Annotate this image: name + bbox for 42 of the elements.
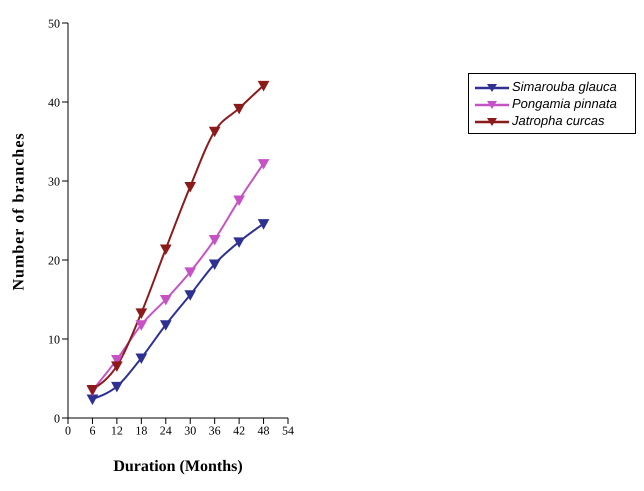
point	[209, 234, 220, 245]
x-tick-label: 36	[208, 424, 221, 438]
point	[258, 80, 270, 91]
y-tick-label: 50	[48, 16, 60, 30]
point	[258, 219, 270, 230]
x-axis-title: Duration (Months)	[113, 458, 243, 475]
point	[258, 159, 270, 170]
point	[234, 104, 245, 114]
x-tick-label: 6	[89, 424, 96, 438]
point	[209, 259, 220, 270]
point	[136, 308, 147, 318]
legend-label: Simarouba glauca	[511, 78, 618, 95]
point	[160, 295, 172, 305]
point	[234, 195, 245, 206]
point	[209, 126, 220, 137]
y-tick-label: 10	[48, 332, 60, 346]
point	[160, 320, 172, 330]
x-tick-label: 12	[110, 424, 123, 438]
y-tick-label: 0	[54, 411, 60, 426]
x-tick-label: 48	[258, 424, 270, 438]
point	[184, 182, 196, 192]
point	[136, 320, 147, 330]
x-tick-label: 42	[233, 424, 246, 438]
legend-label: Pongamia pinnata	[511, 95, 618, 112]
x-tick-label: 24	[160, 424, 172, 438]
legend-label: Jatropha curcas	[511, 112, 606, 129]
y-tick-label: 30	[48, 174, 60, 188]
x-tick-label: 54	[282, 424, 294, 438]
point	[111, 382, 122, 392]
y-tick-label: 20	[48, 253, 60, 268]
point	[111, 361, 122, 372]
x-tick-label: 30	[184, 424, 196, 438]
point	[234, 237, 245, 248]
point	[184, 267, 196, 278]
point	[136, 353, 147, 364]
y-axis-title: Number of branches	[10, 132, 28, 290]
x-tick-label: 18	[135, 424, 148, 438]
x-tick-label: 0	[65, 424, 71, 438]
y-tick-label: 40	[48, 95, 60, 110]
point	[184, 290, 196, 300]
point	[160, 244, 172, 254]
point	[86, 394, 98, 405]
